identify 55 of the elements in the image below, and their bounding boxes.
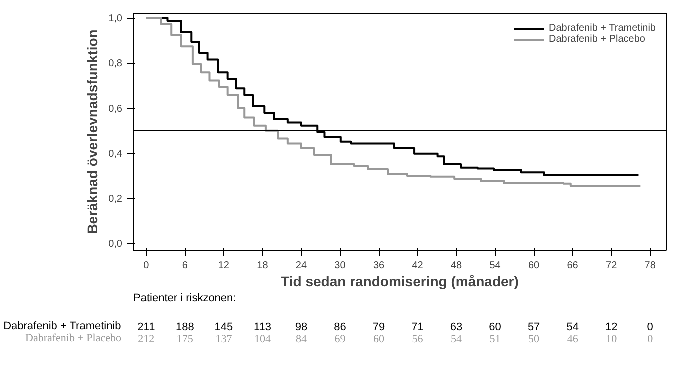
text: 98	[295, 322, 308, 334]
y-tick-label: 0,2	[108, 194, 123, 206]
text: 137	[216, 334, 233, 346]
text: 145	[214, 322, 234, 334]
text: 188	[176, 322, 194, 334]
text: 60	[489, 322, 502, 334]
text: 10	[606, 334, 618, 346]
y-tick-label: 0,8	[108, 58, 123, 70]
text: 175	[176, 334, 194, 346]
text: 56	[412, 334, 424, 346]
text: 104	[254, 334, 272, 346]
x-tick-label: 36	[373, 260, 386, 272]
x-tick-label: 42	[412, 260, 424, 272]
text: 71	[412, 322, 424, 334]
x-tick-label: 66	[567, 260, 579, 272]
x-tick-label: 12	[218, 260, 230, 272]
text: Dabrafenib + Trametinib	[4, 320, 122, 332]
x-tick-label: 72	[606, 260, 618, 272]
text: 211	[138, 322, 156, 334]
text: 84	[296, 334, 308, 346]
y-axis-title: Beräknad överlevnadsfunktion	[84, 30, 101, 234]
x-tick-label: 60	[528, 260, 540, 272]
text: 69	[334, 334, 346, 346]
y-tick-label: 0,6	[108, 104, 123, 115]
text: 0	[648, 334, 654, 346]
text: 57	[528, 322, 540, 334]
y-tick-label: 1,0	[108, 14, 123, 25]
text: 86	[334, 322, 346, 334]
x-tick-label: 78	[644, 260, 656, 272]
text: Dabrafenib + Placebo	[26, 332, 122, 344]
text: 60	[374, 334, 386, 346]
text: 63	[450, 322, 463, 334]
text: Patienter i riskzonen:	[134, 292, 236, 304]
text: 113	[254, 322, 272, 334]
x-tick-label: 24	[296, 260, 308, 272]
text: 54	[566, 322, 579, 334]
text: 50	[528, 334, 540, 346]
text: 12	[605, 322, 618, 334]
x-tick-label: 0	[144, 260, 150, 272]
text: 212	[138, 334, 155, 346]
x-tick-label: 30	[334, 260, 346, 272]
x-tick-label: 54	[490, 260, 502, 272]
legend-label: Dabrafenib + Placebo	[548, 34, 646, 45]
text: 0	[647, 322, 654, 334]
y-tick-label: 0,0	[108, 239, 123, 250]
text: 54	[451, 334, 463, 346]
text: 51	[490, 334, 501, 346]
x-tick-label: 6	[182, 260, 188, 272]
text: 46	[567, 334, 579, 346]
text: 79	[372, 322, 386, 334]
y-tick-label: 0,4	[108, 148, 123, 160]
x-axis-title: Tid sedan randomisering (månader)	[281, 274, 519, 290]
x-tick-label: 48	[450, 260, 463, 272]
x-tick-label: 18	[257, 260, 269, 272]
legend-label: Dabrafenib + Trametinib	[548, 23, 656, 34]
